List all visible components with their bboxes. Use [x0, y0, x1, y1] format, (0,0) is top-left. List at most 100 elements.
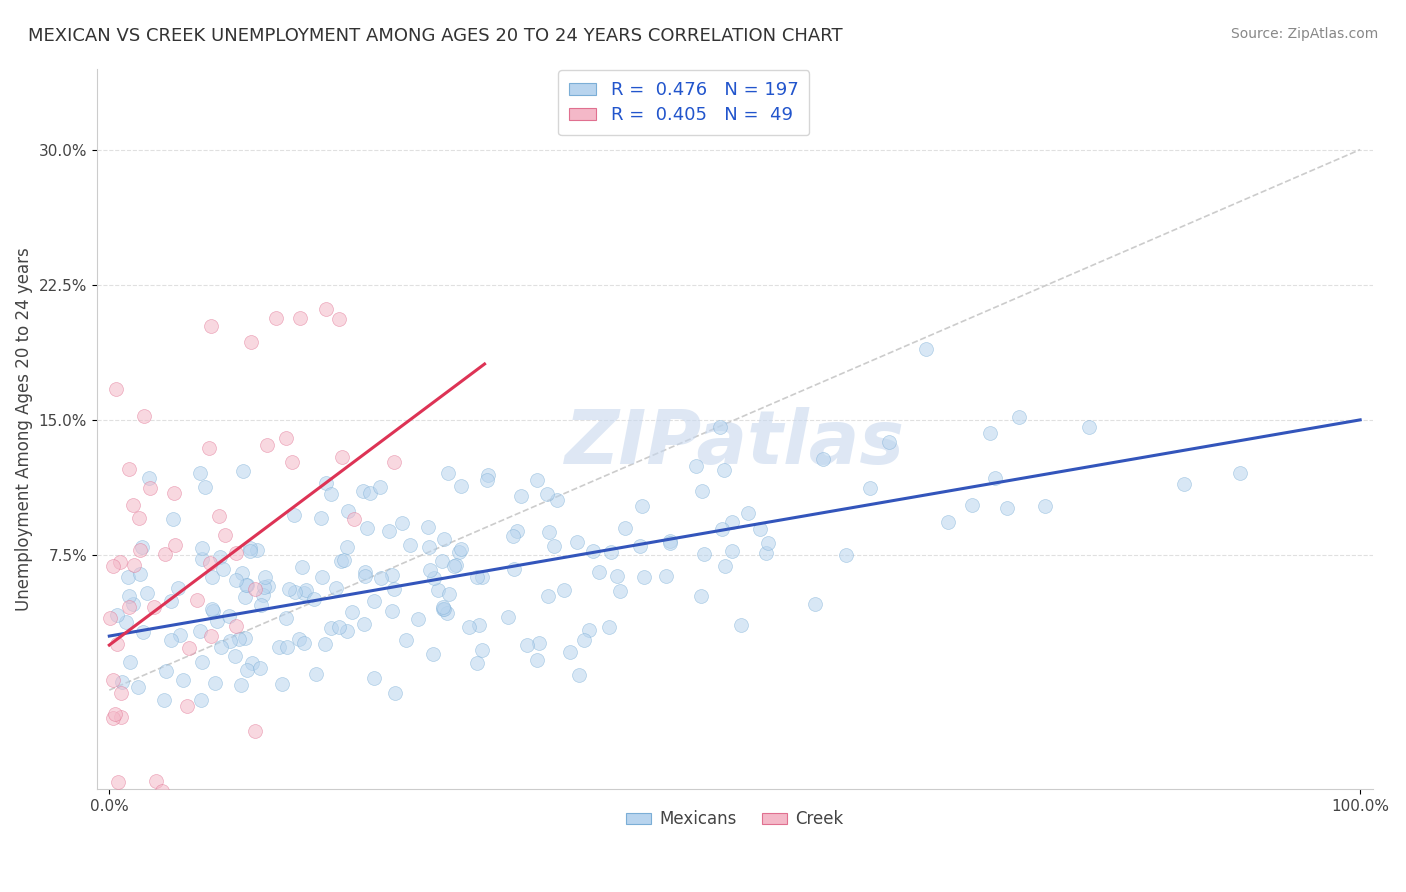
Point [240, 656, 263, 670]
Point [995, 500, 1018, 515]
Point [253, 570, 276, 584]
Point [266, 310, 288, 325]
Point [516, 638, 538, 652]
Point [284, 585, 307, 599]
Point [200, 318, 222, 333]
Point [328, 311, 350, 326]
Point [302, 592, 325, 607]
Point [433, 602, 456, 616]
Point [436, 606, 458, 620]
Point [276, 640, 298, 655]
Point [232, 464, 254, 478]
Point [118, 656, 141, 670]
Point [588, 566, 610, 580]
Point [859, 481, 882, 495]
Point [720, 515, 742, 529]
Point [835, 548, 858, 562]
Point [432, 601, 454, 615]
Point [527, 636, 550, 650]
Point [419, 563, 441, 577]
Point [359, 486, 381, 500]
Point [292, 585, 315, 599]
Point [231, 566, 253, 580]
Point [212, 562, 235, 576]
Point [328, 620, 350, 634]
Point [914, 343, 936, 357]
Point [384, 686, 406, 700]
Point [110, 685, 132, 699]
Point [98, 611, 121, 625]
Point [176, 699, 198, 714]
Point [458, 620, 481, 634]
Point [162, 511, 184, 525]
Point [127, 681, 149, 695]
Point [558, 645, 581, 659]
Point [1008, 410, 1031, 425]
Point [114, 615, 136, 629]
Point [249, 660, 271, 674]
Point [198, 441, 221, 455]
Point [437, 466, 460, 480]
Point [503, 562, 526, 576]
Point [239, 544, 262, 558]
Point [353, 616, 375, 631]
Point [633, 569, 655, 583]
Point [395, 632, 418, 647]
Point [169, 627, 191, 641]
Point [117, 570, 139, 584]
Point [574, 632, 596, 647]
Point [430, 554, 453, 568]
Point [526, 653, 548, 667]
Point [267, 640, 290, 655]
Point [321, 487, 343, 501]
Point [150, 783, 173, 797]
Point [118, 600, 141, 615]
Point [134, 409, 156, 423]
Point [292, 636, 315, 650]
Point [960, 498, 983, 512]
Point [136, 586, 159, 600]
Point [188, 624, 211, 638]
Point [245, 724, 267, 739]
Point [391, 516, 413, 530]
Point [368, 480, 391, 494]
Point [198, 556, 221, 570]
Point [600, 544, 623, 558]
Point [105, 637, 128, 651]
Point [1033, 499, 1056, 513]
Point [186, 592, 208, 607]
Point [709, 420, 731, 434]
Point [465, 656, 488, 670]
Point [354, 565, 377, 579]
Point [692, 547, 714, 561]
Point [283, 508, 305, 522]
Point [155, 664, 177, 678]
Point [228, 632, 250, 646]
Point [730, 618, 752, 632]
Point [381, 568, 404, 582]
Point [340, 605, 363, 619]
Point [105, 608, 128, 623]
Point [256, 438, 278, 452]
Point [581, 544, 603, 558]
Point [201, 601, 224, 615]
Point [568, 668, 591, 682]
Point [233, 631, 256, 645]
Point [538, 524, 561, 539]
Point [432, 599, 454, 614]
Point [257, 578, 280, 592]
Point [506, 524, 529, 539]
Point [108, 555, 131, 569]
Point [477, 473, 499, 487]
Point [655, 569, 678, 583]
Point [426, 582, 449, 597]
Point [685, 459, 707, 474]
Point [406, 612, 429, 626]
Point [309, 511, 332, 525]
Point [502, 529, 524, 543]
Point [314, 637, 336, 651]
Point [468, 618, 491, 632]
Point [446, 558, 468, 573]
Point [205, 614, 228, 628]
Point [755, 546, 778, 560]
